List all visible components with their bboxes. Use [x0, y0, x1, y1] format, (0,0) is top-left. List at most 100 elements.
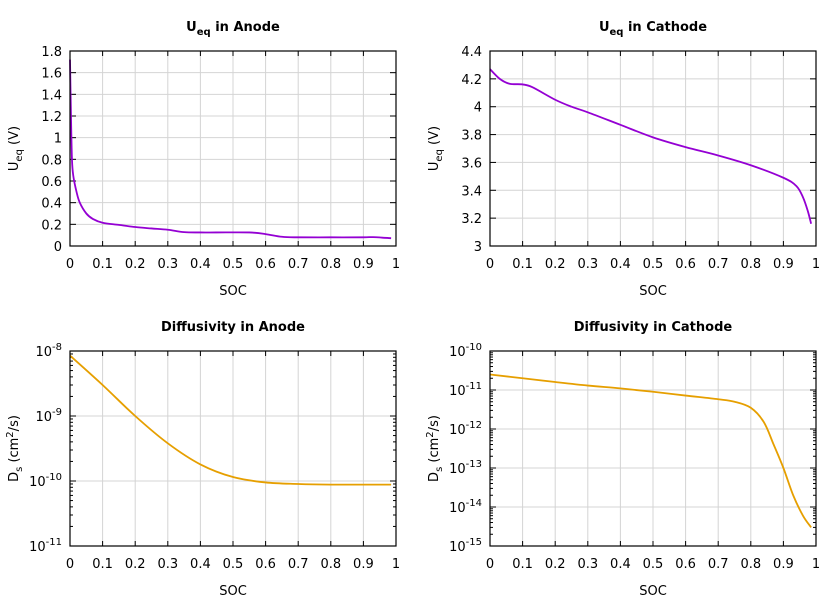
- tick-base: 10: [29, 540, 46, 555]
- label-superscript: 2: [425, 431, 436, 437]
- y-tick-label: 10-8: [35, 342, 62, 360]
- data-series-line: [69, 59, 392, 240]
- plot-frame: [489, 50, 817, 247]
- label-subscript: eq: [14, 149, 25, 162]
- label-base: U: [427, 162, 442, 172]
- y-tick-label: 1: [54, 132, 62, 147]
- subplot-2: 0 0.1 0.2 0.3 0.4 0.5 0.6 0.7 0.8 0.9 1 3 3.2 3.4 3.6 3…: [427, 20, 820, 299]
- subplot-1: 0 0.1 0.2 0.3 0.4 0.5 0.6 0.7 0.8 0.9 1 0 0.2 0.4 0.6 0…: [7, 20, 400, 299]
- data-series-line: [489, 373, 812, 528]
- x-tick-label: 0.7: [708, 557, 729, 572]
- label-base: Diffusivity in Cathode: [574, 320, 733, 335]
- x-tick-label: 0.3: [577, 557, 598, 572]
- x-tick-label: 0.5: [643, 557, 664, 572]
- label-subscript: eq: [197, 27, 211, 38]
- tick-base: 10: [29, 475, 46, 490]
- x-tick-label: 1: [812, 257, 820, 272]
- y-tick-label: 10-15: [449, 537, 482, 555]
- x-tick-label: 0.4: [190, 557, 211, 572]
- y-tick-label: 0.6: [41, 175, 62, 190]
- x-tick-label: 0.9: [773, 557, 794, 572]
- chart-title: Ueq in Cathode: [599, 20, 707, 38]
- x-tick-label: 0.7: [708, 257, 729, 272]
- label-rest: (V): [427, 126, 442, 149]
- tick-exponent: -10: [46, 472, 62, 483]
- data-series-line: [489, 68, 812, 224]
- tick-base: 10: [449, 501, 466, 516]
- tick-base: 10: [35, 410, 52, 425]
- y-tick-label: 10-11: [29, 537, 62, 555]
- chart-title: Diffusivity in Anode: [161, 320, 305, 335]
- label-rest: in Anode: [211, 20, 280, 35]
- x-axis-label: SOC: [639, 284, 667, 299]
- y-tick-label: 10-12: [449, 420, 482, 438]
- tick-exponent: -14: [466, 498, 482, 509]
- label-rest: /s): [427, 415, 442, 431]
- y-tick-label: 4: [474, 101, 482, 116]
- x-tick-label: 0.4: [610, 557, 631, 572]
- label-subscript: s: [14, 467, 25, 472]
- subplot-4: 0 0.1 0.2 0.3 0.4 0.5 0.6 0.7 0.8 0.9 110-1510-141…: [425, 320, 820, 599]
- label-base: U: [186, 20, 197, 35]
- y-tick-label: 0.2: [41, 218, 62, 233]
- plot-frame: [69, 350, 397, 547]
- x-tick-label: 1: [392, 557, 400, 572]
- data-series-line: [69, 354, 392, 486]
- x-tick-label: 0.6: [675, 257, 696, 272]
- y-tick-label: 10-10: [29, 472, 62, 490]
- x-tick-label: 0.2: [125, 257, 146, 272]
- y-tick-label: 10-9: [35, 407, 62, 425]
- x-tick-label: 0.1: [512, 257, 533, 272]
- y-axis-label: Ueq (V): [7, 126, 25, 171]
- tick-exponent: -10: [466, 342, 482, 353]
- x-tick-label: 0.6: [675, 557, 696, 572]
- y-axis-label: Ds (cm2/s): [425, 415, 445, 482]
- x-tick-label: 1: [392, 257, 400, 272]
- x-tick-label: 0.9: [353, 257, 374, 272]
- tick-exponent: -9: [52, 407, 62, 418]
- y-tick-label: 10-10: [449, 342, 482, 360]
- label-base: D: [7, 472, 22, 482]
- label-base: U: [7, 162, 22, 172]
- x-axis-label: SOC: [219, 584, 247, 599]
- label-base: U: [599, 20, 610, 35]
- x-tick-label: 0.1: [512, 557, 533, 572]
- y-tick-label: 4.2: [461, 73, 482, 88]
- tick-exponent: -11: [466, 381, 482, 392]
- y-tick-label: 10-11: [449, 381, 482, 399]
- x-tick-label: 0.6: [255, 257, 276, 272]
- tick-exponent: -13: [466, 459, 482, 470]
- x-tick-label: 0: [66, 257, 74, 272]
- tick-base: 10: [449, 462, 466, 477]
- tick-base: 10: [449, 423, 466, 438]
- x-tick-label: 0.4: [190, 257, 211, 272]
- label-subscript: s: [434, 467, 445, 472]
- label-rest: (V): [7, 126, 22, 149]
- y-tick-label: 3.4: [461, 184, 482, 199]
- y-tick-label: 0.4: [41, 197, 62, 212]
- label-subscript: eq: [434, 149, 445, 162]
- x-tick-label: 1: [812, 557, 820, 572]
- label-subscript: eq: [610, 27, 624, 38]
- label-base: D: [427, 472, 442, 482]
- y-tick-label: 4.4: [461, 45, 482, 60]
- x-tick-label: 0.8: [320, 557, 341, 572]
- label-base: Diffusivity in Anode: [161, 320, 305, 335]
- x-tick-label: 0.5: [223, 557, 244, 572]
- chart-title: Ueq in Anode: [186, 20, 280, 38]
- plot-frame: [69, 50, 397, 247]
- y-tick-label: 0.8: [41, 153, 62, 168]
- x-tick-label: 0: [486, 557, 494, 572]
- x-axis-label: SOC: [639, 584, 667, 599]
- y-tick-label: 0: [54, 240, 62, 255]
- y-axis-label: Ueq (V): [427, 126, 445, 171]
- y-tick-label: 1.2: [41, 110, 62, 125]
- plot-frame: [489, 350, 817, 547]
- x-tick-label: 0.7: [288, 257, 309, 272]
- x-tick-label: 0.8: [320, 257, 341, 272]
- label-rest: /s): [7, 415, 22, 431]
- tick-base: 10: [35, 345, 52, 360]
- tick-base: 10: [449, 384, 466, 399]
- x-tick-label: 0.1: [92, 557, 113, 572]
